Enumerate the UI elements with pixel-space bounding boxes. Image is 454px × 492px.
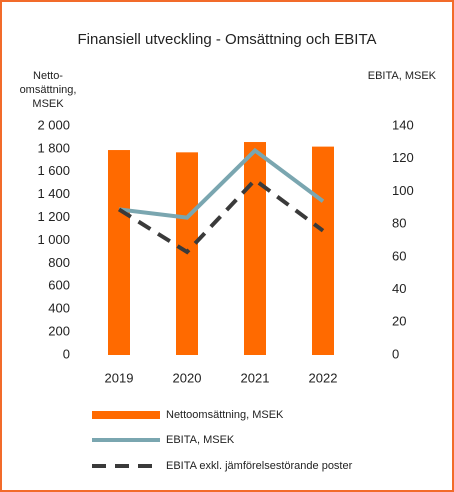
bar [108,150,130,355]
y2-tick-label: 100 [392,183,414,198]
x-tick-label: 2022 [309,370,338,385]
y-tick-label: 200 [48,324,70,339]
chart-title: Finansiell utveckling - Omsättning och E… [77,31,376,48]
x-tick-label: 2020 [173,370,202,385]
y2-tick-label: 120 [392,150,414,165]
x-tick-label: 2019 [105,370,134,385]
y-tick-label: 800 [48,255,70,270]
y-tick-label: 1 200 [37,209,70,224]
bar [312,146,334,355]
y2-tick-label: 140 [392,117,414,132]
y2-tick-label: 40 [392,281,406,296]
bar [244,142,266,355]
y-axis-label: omsättning, [20,84,77,96]
y-tick-label: 1 800 [37,140,70,155]
y-tick-label: 400 [48,301,70,316]
line-series [118,147,325,220]
y2-tick-label: 80 [392,216,406,231]
y-axis-label: Netto- [33,70,63,82]
y-tick-label: 1 600 [37,163,70,178]
y2-tick-label: 60 [392,248,406,263]
y-tick-label: 600 [48,278,70,293]
y2-tick-label: 20 [392,314,406,329]
x-tick-label: 2021 [241,370,270,385]
y2-tick-label: 0 [392,346,399,361]
y-tick-label: 0 [63,346,70,361]
y-tick-label: 1 400 [37,186,70,201]
y2-axis-label: EBITA, MSEK [368,70,437,82]
legend-label: EBITA exkl. jämförelsestörande poster [166,460,353,472]
y-tick-label: 2 000 [37,117,70,132]
y-axis-label: MSEK [32,98,64,110]
legend-label: EBITA, MSEK [166,434,235,446]
y-tick-label: 1 000 [37,232,70,247]
legend-swatch [92,411,160,419]
legend-label: Nettoomsättning, MSEK [166,409,284,421]
